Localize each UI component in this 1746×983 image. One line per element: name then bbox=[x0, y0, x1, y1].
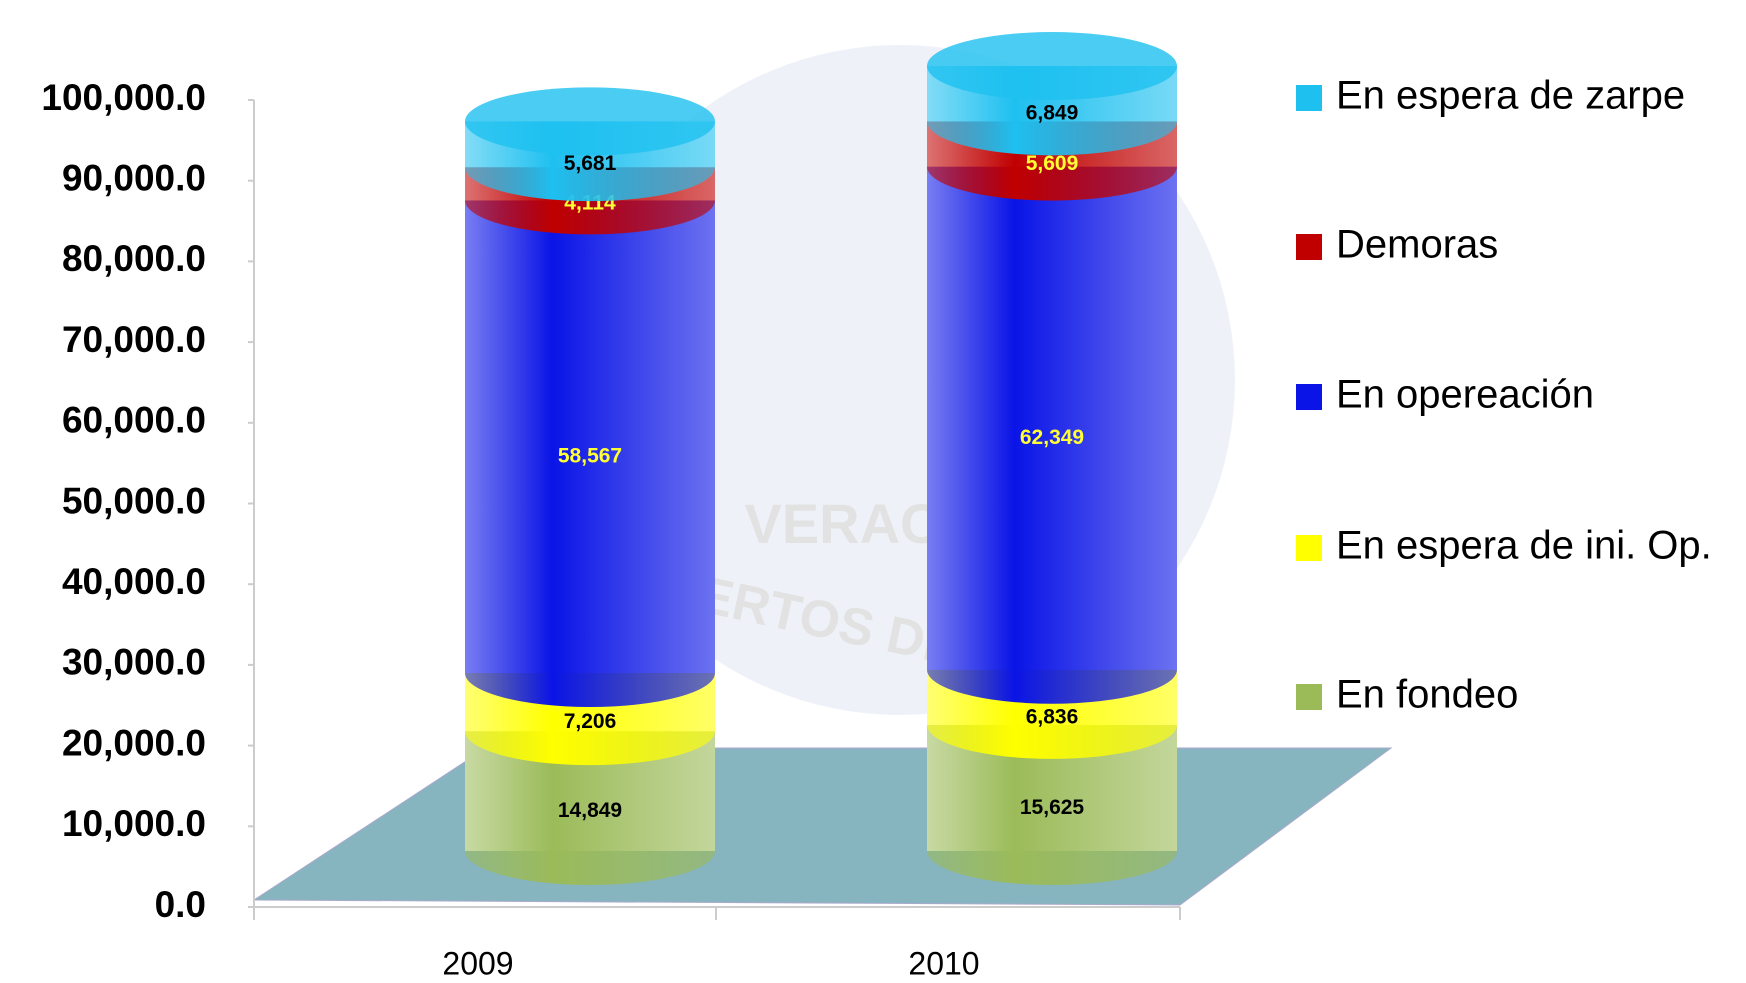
cylinder-top bbox=[465, 87, 715, 156]
value-label: 7,206 bbox=[564, 710, 617, 733]
legend-swatch bbox=[1296, 684, 1322, 710]
legend-label: En espera de ini. Op. bbox=[1336, 524, 1712, 568]
cylinder-segment bbox=[465, 731, 715, 885]
legend-swatch bbox=[1296, 234, 1322, 260]
y-tick-label: 10,000.0 bbox=[62, 803, 206, 844]
y-tick-label: 20,000.0 bbox=[62, 722, 206, 763]
legend-label: En opereación bbox=[1336, 373, 1594, 417]
y-tick-label: 100,000.0 bbox=[41, 77, 206, 118]
legend-swatch bbox=[1296, 85, 1322, 111]
value-label: 58,567 bbox=[558, 445, 622, 468]
value-label: 5,609 bbox=[1026, 152, 1079, 175]
legend-label: En espera de zarpe bbox=[1336, 74, 1685, 118]
value-label: 5,681 bbox=[564, 152, 617, 175]
value-label: 6,836 bbox=[1026, 705, 1079, 728]
y-tick-label: 50,000.0 bbox=[62, 480, 206, 521]
value-label: 62,349 bbox=[1020, 426, 1084, 449]
value-label: 6,849 bbox=[1026, 102, 1079, 125]
cylinder-segment bbox=[927, 166, 1177, 704]
y-tick-label: 0.0 bbox=[155, 884, 206, 925]
y-tick-label: 70,000.0 bbox=[62, 319, 206, 360]
legend-swatch bbox=[1296, 535, 1322, 561]
cylinder-segment bbox=[927, 724, 1177, 885]
y-tick-label: 80,000.0 bbox=[62, 238, 206, 279]
legend-label: Demoras bbox=[1336, 223, 1498, 267]
floor bbox=[252, 747, 1393, 906]
y-tick-label: 30,000.0 bbox=[62, 642, 206, 683]
cylinder-segment bbox=[465, 200, 715, 708]
legend-label: En fondeo bbox=[1336, 673, 1518, 717]
x-tick-label: 2010 bbox=[908, 945, 979, 981]
value-label: 14,849 bbox=[558, 799, 622, 822]
y-tick-label: 90,000.0 bbox=[62, 157, 206, 198]
x-tick-label: 2009 bbox=[442, 945, 513, 981]
value-label: 15,625 bbox=[1020, 796, 1085, 819]
y-tick-label: 40,000.0 bbox=[62, 561, 206, 602]
cylinder-top bbox=[927, 32, 1177, 101]
legend-swatch bbox=[1296, 384, 1322, 410]
y-tick-label: 60,000.0 bbox=[62, 400, 206, 441]
